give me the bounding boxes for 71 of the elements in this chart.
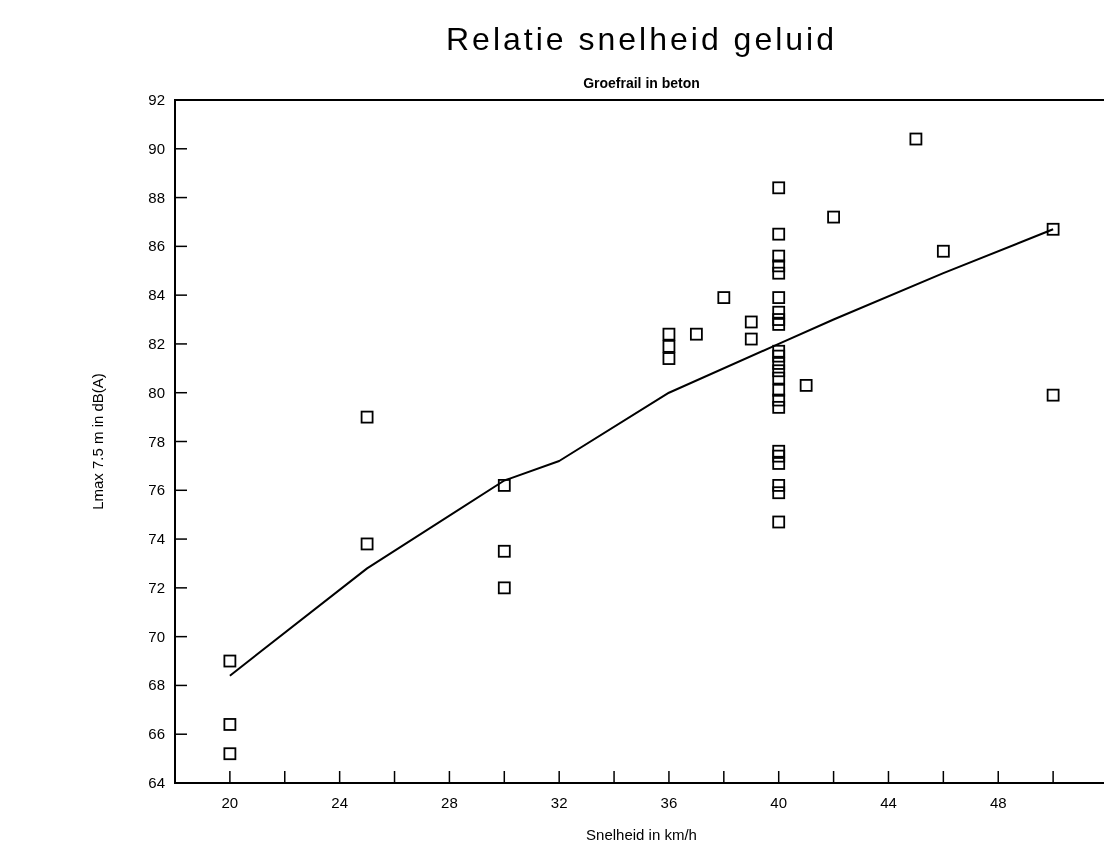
- x-tick-label: 44: [880, 794, 897, 811]
- point: [827, 210, 840, 224]
- point: [662, 327, 676, 341]
- y-axis-title: Lmax 7.5 m in dB(A): [89, 373, 106, 510]
- point: [772, 383, 786, 397]
- point: [223, 718, 237, 731]
- y-tick-label: 66: [148, 725, 165, 743]
- point: [223, 654, 237, 668]
- point: [497, 581, 511, 595]
- point: [772, 479, 786, 492]
- x-tick-label: 28: [441, 794, 458, 811]
- y-tick-label: 78: [148, 432, 165, 450]
- y-tick-label: 72: [148, 578, 165, 596]
- y-tick-label: 70: [148, 627, 165, 645]
- point: [772, 364, 786, 378]
- point: [717, 291, 731, 304]
- point: [772, 249, 786, 263]
- y-tick-label: 74: [148, 530, 165, 548]
- point: [662, 352, 676, 365]
- point: [772, 349, 786, 363]
- point: [772, 486, 786, 500]
- y-tick-label: 90: [148, 139, 165, 157]
- y-tick-label: 82: [148, 334, 165, 352]
- point: [772, 344, 786, 358]
- point: [772, 357, 786, 370]
- x-tick-label: 48: [989, 794, 1007, 811]
- point: [909, 132, 923, 146]
- point: [772, 449, 786, 463]
- y-tick-label: 84: [148, 286, 165, 304]
- x-tick-label: 20: [221, 794, 239, 811]
- point: [689, 327, 703, 341]
- point: [772, 181, 786, 195]
- point: [772, 515, 786, 529]
- point: [360, 410, 374, 424]
- point: [772, 227, 786, 241]
- x-tick-label: 36: [660, 794, 678, 811]
- x-tick-label: 32: [550, 794, 568, 811]
- y-tick-label: 68: [148, 676, 165, 694]
- chart-subtitle: Groefrail in beton: [583, 75, 700, 91]
- point: [497, 479, 511, 492]
- point: [497, 544, 511, 558]
- point: [772, 400, 786, 414]
- point: [223, 747, 237, 761]
- point: [772, 266, 786, 280]
- x-tick-label: 24: [331, 794, 348, 811]
- point: [772, 371, 786, 385]
- point: [772, 259, 786, 273]
- point: [1046, 222, 1060, 236]
- point: [662, 339, 676, 353]
- y-tick-label: 86: [148, 237, 165, 255]
- point: [799, 379, 813, 392]
- y-tick-label: 88: [148, 188, 165, 206]
- point: [772, 457, 786, 470]
- point: [936, 244, 950, 258]
- point: [772, 318, 786, 331]
- y-tick-label: 64: [148, 774, 165, 791]
- point: [360, 537, 374, 551]
- point: [744, 315, 758, 329]
- point: [772, 393, 786, 407]
- x-axis-title: Snelheid in km/h: [586, 826, 697, 843]
- point: [772, 313, 786, 326]
- point: [772, 305, 786, 319]
- point: [772, 444, 786, 458]
- point: [1046, 388, 1060, 402]
- point: [744, 332, 758, 346]
- y-tick-label: 80: [148, 383, 165, 401]
- x-tick-label: 40: [770, 794, 788, 811]
- y-tick-label: 92: [148, 91, 165, 108]
- point: [772, 291, 786, 304]
- y-tick-label: 76: [148, 481, 165, 499]
- chart-title: Relatie snelheid geluid: [446, 21, 837, 57]
